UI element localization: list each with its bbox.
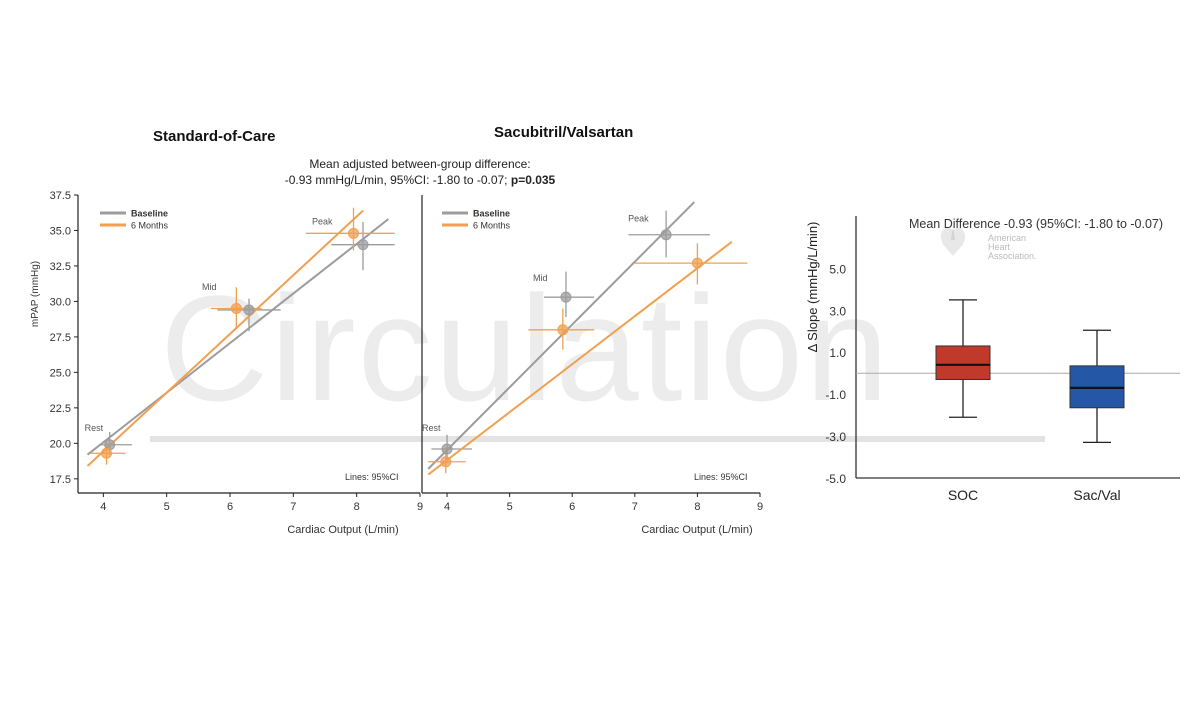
watermark-underline	[150, 436, 1045, 442]
soc-ci-note: Lines: 95%CI	[345, 472, 399, 482]
sacval-x-tick-label: 6	[569, 501, 575, 513]
sacval-6months-fit-line	[427, 241, 733, 476]
sacval-baseline-point	[441, 443, 453, 455]
soc-baseline-point	[357, 239, 369, 251]
soc-y-axis-label: mPAP (mmHg)	[30, 261, 41, 327]
soc-y-tick-label: 25.0	[50, 367, 71, 379]
sacval-x-tick-label: 9	[757, 501, 763, 513]
soc-point-label: Peak	[312, 217, 333, 227]
soc-y-tick-label: 37.5	[50, 190, 71, 202]
soc-x-tick-label: 6	[227, 501, 233, 513]
soc-point-label: Rest	[85, 423, 104, 433]
sacval-6months-point	[691, 257, 703, 269]
aha-logo-text: American Heart Association.	[988, 233, 1037, 261]
soc-x-tick-label: 4	[100, 501, 106, 513]
p-value: p=0.035	[510, 173, 556, 187]
heart-torch-icon	[940, 226, 966, 256]
soc-6months-point	[101, 447, 112, 459]
soc-y-tick-label: 20.0	[50, 438, 71, 450]
sacval-x-tick-label: 5	[507, 501, 513, 513]
aha-logo	[936, 222, 970, 267]
figure-subtitle: Mean adjusted between-group difference: …	[284, 157, 556, 187]
soc-y-tick-label: 27.5	[50, 332, 71, 344]
soc-baseline-point	[243, 304, 255, 316]
sacval-x-tick-label: 4	[444, 501, 450, 513]
sacval-6months-point	[440, 456, 452, 468]
soc-x-tick-label: 5	[164, 501, 170, 513]
panel-title-sacubitril-valsartan: Sacubitril/Valsartan	[494, 124, 634, 141]
box-y-axis-label: Δ Slope (mmHg/L/min)	[805, 222, 820, 353]
soc-point-label: Mid	[202, 282, 217, 292]
sacval-ci-note: Lines: 95%CI	[694, 472, 748, 482]
soc-x-tick-label: 7	[290, 501, 296, 513]
sacval-legend-label: 6 Months	[473, 221, 511, 231]
soc-legend-label: 6 Months	[131, 221, 169, 231]
box-y-tick-label: -1.0	[825, 388, 846, 402]
box-chart-title: Mean Difference -0.93 (95%CI: -1.80 to -…	[909, 217, 1163, 231]
box-y-tick-label: 3.0	[829, 304, 846, 318]
box-y-tick-label: 1.0	[829, 346, 846, 360]
sacval-point-label: Rest	[422, 423, 441, 433]
soc-6months-fit-line	[86, 209, 364, 467]
box-y-tick-label: -5.0	[825, 472, 846, 486]
soc-box	[935, 345, 991, 380]
sacval-x-tick-label: 7	[632, 501, 638, 513]
sacval-category-label: Sac/Val	[1073, 487, 1120, 503]
soc-x-tick-label: 9	[417, 501, 423, 513]
sacval-x-axis-label: Cardiac Output (L/min)	[641, 524, 752, 536]
watermark-text: Circulation	[160, 264, 891, 432]
sacval-legend-label: Baseline	[473, 209, 510, 219]
box-y-tick-label: -3.0	[825, 430, 846, 444]
sacval-baseline-fit-line	[427, 201, 695, 470]
soc-6months-point	[230, 303, 242, 315]
sacval-point-label: Mid	[533, 273, 548, 283]
sacval-baseline-point	[560, 291, 572, 303]
soc-x-axis-label: Cardiac Output (L/min)	[287, 524, 398, 536]
soc-y-tick-label: 22.5	[50, 403, 71, 415]
panel-title-standard-of-care: Standard-of-Care	[153, 128, 276, 145]
soc-6months-point	[348, 227, 359, 239]
sacval-x-tick-label: 8	[694, 501, 700, 513]
soc-legend-label: Baseline	[131, 209, 168, 219]
sacval-6months-point	[557, 324, 569, 336]
soc-y-tick-label: 32.5	[50, 261, 71, 273]
box-y-tick-label: 5.0	[829, 262, 846, 276]
sacval-point-label: Peak	[628, 214, 649, 224]
soc-y-tick-label: 35.0	[50, 225, 71, 237]
soc-y-tick-label: 30.0	[50, 296, 71, 308]
sacval-baseline-point	[660, 229, 672, 241]
soc-x-tick-label: 8	[354, 501, 360, 513]
soc-category-label: SOC	[948, 487, 978, 503]
soc-baseline-fit-line	[86, 218, 389, 456]
soc-y-tick-label: 17.5	[50, 474, 71, 486]
